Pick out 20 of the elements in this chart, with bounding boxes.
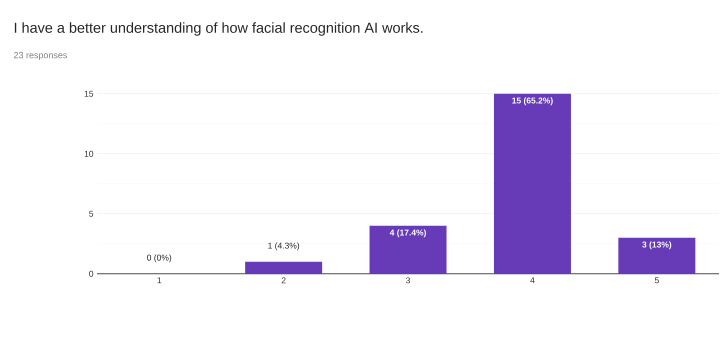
bar [245,262,322,274]
bar [494,94,571,274]
x-tick-label: 5 [654,277,659,284]
y-tick-label: 10 [84,150,94,157]
chart-title: I have a better understanding of how facial recognition AI works. [14,22,422,36]
y-tick-label: 5 [89,210,94,217]
data-label: 15 (65.2%) [512,97,553,106]
y-tick-label: 0 [89,270,94,277]
x-tick-label: 1 [158,277,162,284]
x-tick-label: 2 [282,277,286,284]
bar [618,238,696,274]
x-tick-label: 4 [530,277,535,284]
data-label: 0 (0%) [147,254,172,262]
data-label: 4 (17.4%) [390,229,426,238]
data-label: 3 (13%) [642,241,672,250]
y-tick-label: 15 [84,90,94,97]
bar [370,226,447,274]
data-label: 1 (4.3%) [268,242,300,250]
x-tick-label: 3 [406,277,410,284]
chart-subtitle: 23 responses [14,52,68,60]
